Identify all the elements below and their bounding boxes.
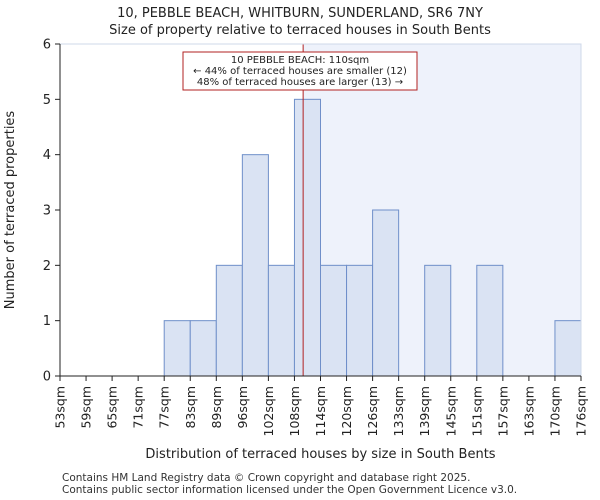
x-tick-label: 126sqm <box>365 386 380 436</box>
x-tick-label: 77sqm <box>157 386 172 429</box>
x-tick-label: 59sqm <box>79 386 94 429</box>
x-tick-label: 163sqm <box>521 386 536 436</box>
x-tick-label: 53sqm <box>53 386 68 429</box>
annotation-title: 10 PEBBLE BEACH: 110sqm <box>231 55 369 66</box>
x-tick-label: 170sqm <box>547 386 562 436</box>
x-tick-label: 133sqm <box>391 386 406 436</box>
y-tick-label: 1 <box>43 314 51 329</box>
footer-licence: Contains public sector information licen… <box>62 484 518 496</box>
x-tick-label: 65sqm <box>105 386 120 429</box>
bar <box>293 98 322 377</box>
bar <box>346 264 374 377</box>
bar <box>554 320 582 377</box>
x-tick-label: 108sqm <box>287 386 302 436</box>
annotation-box: 10 PEBBLE BEACH: 110sqm ← 44% of terrace… <box>182 51 418 91</box>
chart-subtitle: Size of property relative to terraced ho… <box>109 23 491 38</box>
y-tick-label: 0 <box>43 370 51 385</box>
y-tick-label: 6 <box>43 38 51 53</box>
annotation-frame <box>182 51 418 91</box>
x-axis-label: Distribution of terraced houses by size … <box>145 447 495 462</box>
x-tick-label: 102sqm <box>261 386 276 436</box>
bar <box>267 264 295 377</box>
y-tick-label: 4 <box>43 148 51 163</box>
chart-title: 10, PEBBLE BEACH, WHITBURN, SUNDERLAND, … <box>117 6 483 21</box>
annotation-smaller: ← 44% of terraced houses are smaller (12… <box>193 66 407 77</box>
x-tick-label: 176sqm <box>574 386 589 436</box>
x-tick-label: 96sqm <box>235 386 250 429</box>
x-tick-label: 151sqm <box>469 386 484 436</box>
bar <box>215 264 243 377</box>
footer-copyright: Contains HM Land Registry data © Crown c… <box>62 472 471 484</box>
y-tick-label: 2 <box>43 259 51 274</box>
y-axis-ticks: 0 1 2 3 4 5 6 <box>43 38 60 385</box>
x-tick-label: 83sqm <box>183 386 198 429</box>
x-tick-label: 71sqm <box>131 386 146 429</box>
x-tick-label: 120sqm <box>339 386 354 436</box>
bar <box>320 264 348 377</box>
bar <box>189 320 217 377</box>
y-axis-label: Number of terraced properties <box>3 111 18 310</box>
bar <box>241 154 269 377</box>
x-tick-label: 157sqm <box>495 386 510 436</box>
bar <box>163 320 191 377</box>
y-tick-label: 3 <box>43 204 51 219</box>
y-tick-label: 5 <box>43 93 51 108</box>
bar <box>424 264 452 377</box>
x-tick-label: 114sqm <box>313 386 328 436</box>
x-tick-label: 145sqm <box>443 386 458 436</box>
x-axis-ticks: 53sqm 59sqm 65sqm 71sqm 77sqm 83sqm 89sqm 96sqm… <box>53 376 589 436</box>
bar <box>476 264 504 377</box>
x-tick-label: 139sqm <box>417 386 432 436</box>
bar <box>372 209 400 377</box>
annotation-larger: 48% of terraced houses are larger (13) → <box>197 77 403 88</box>
x-tick-label: 89sqm <box>209 386 224 429</box>
bars-group <box>163 98 582 377</box>
